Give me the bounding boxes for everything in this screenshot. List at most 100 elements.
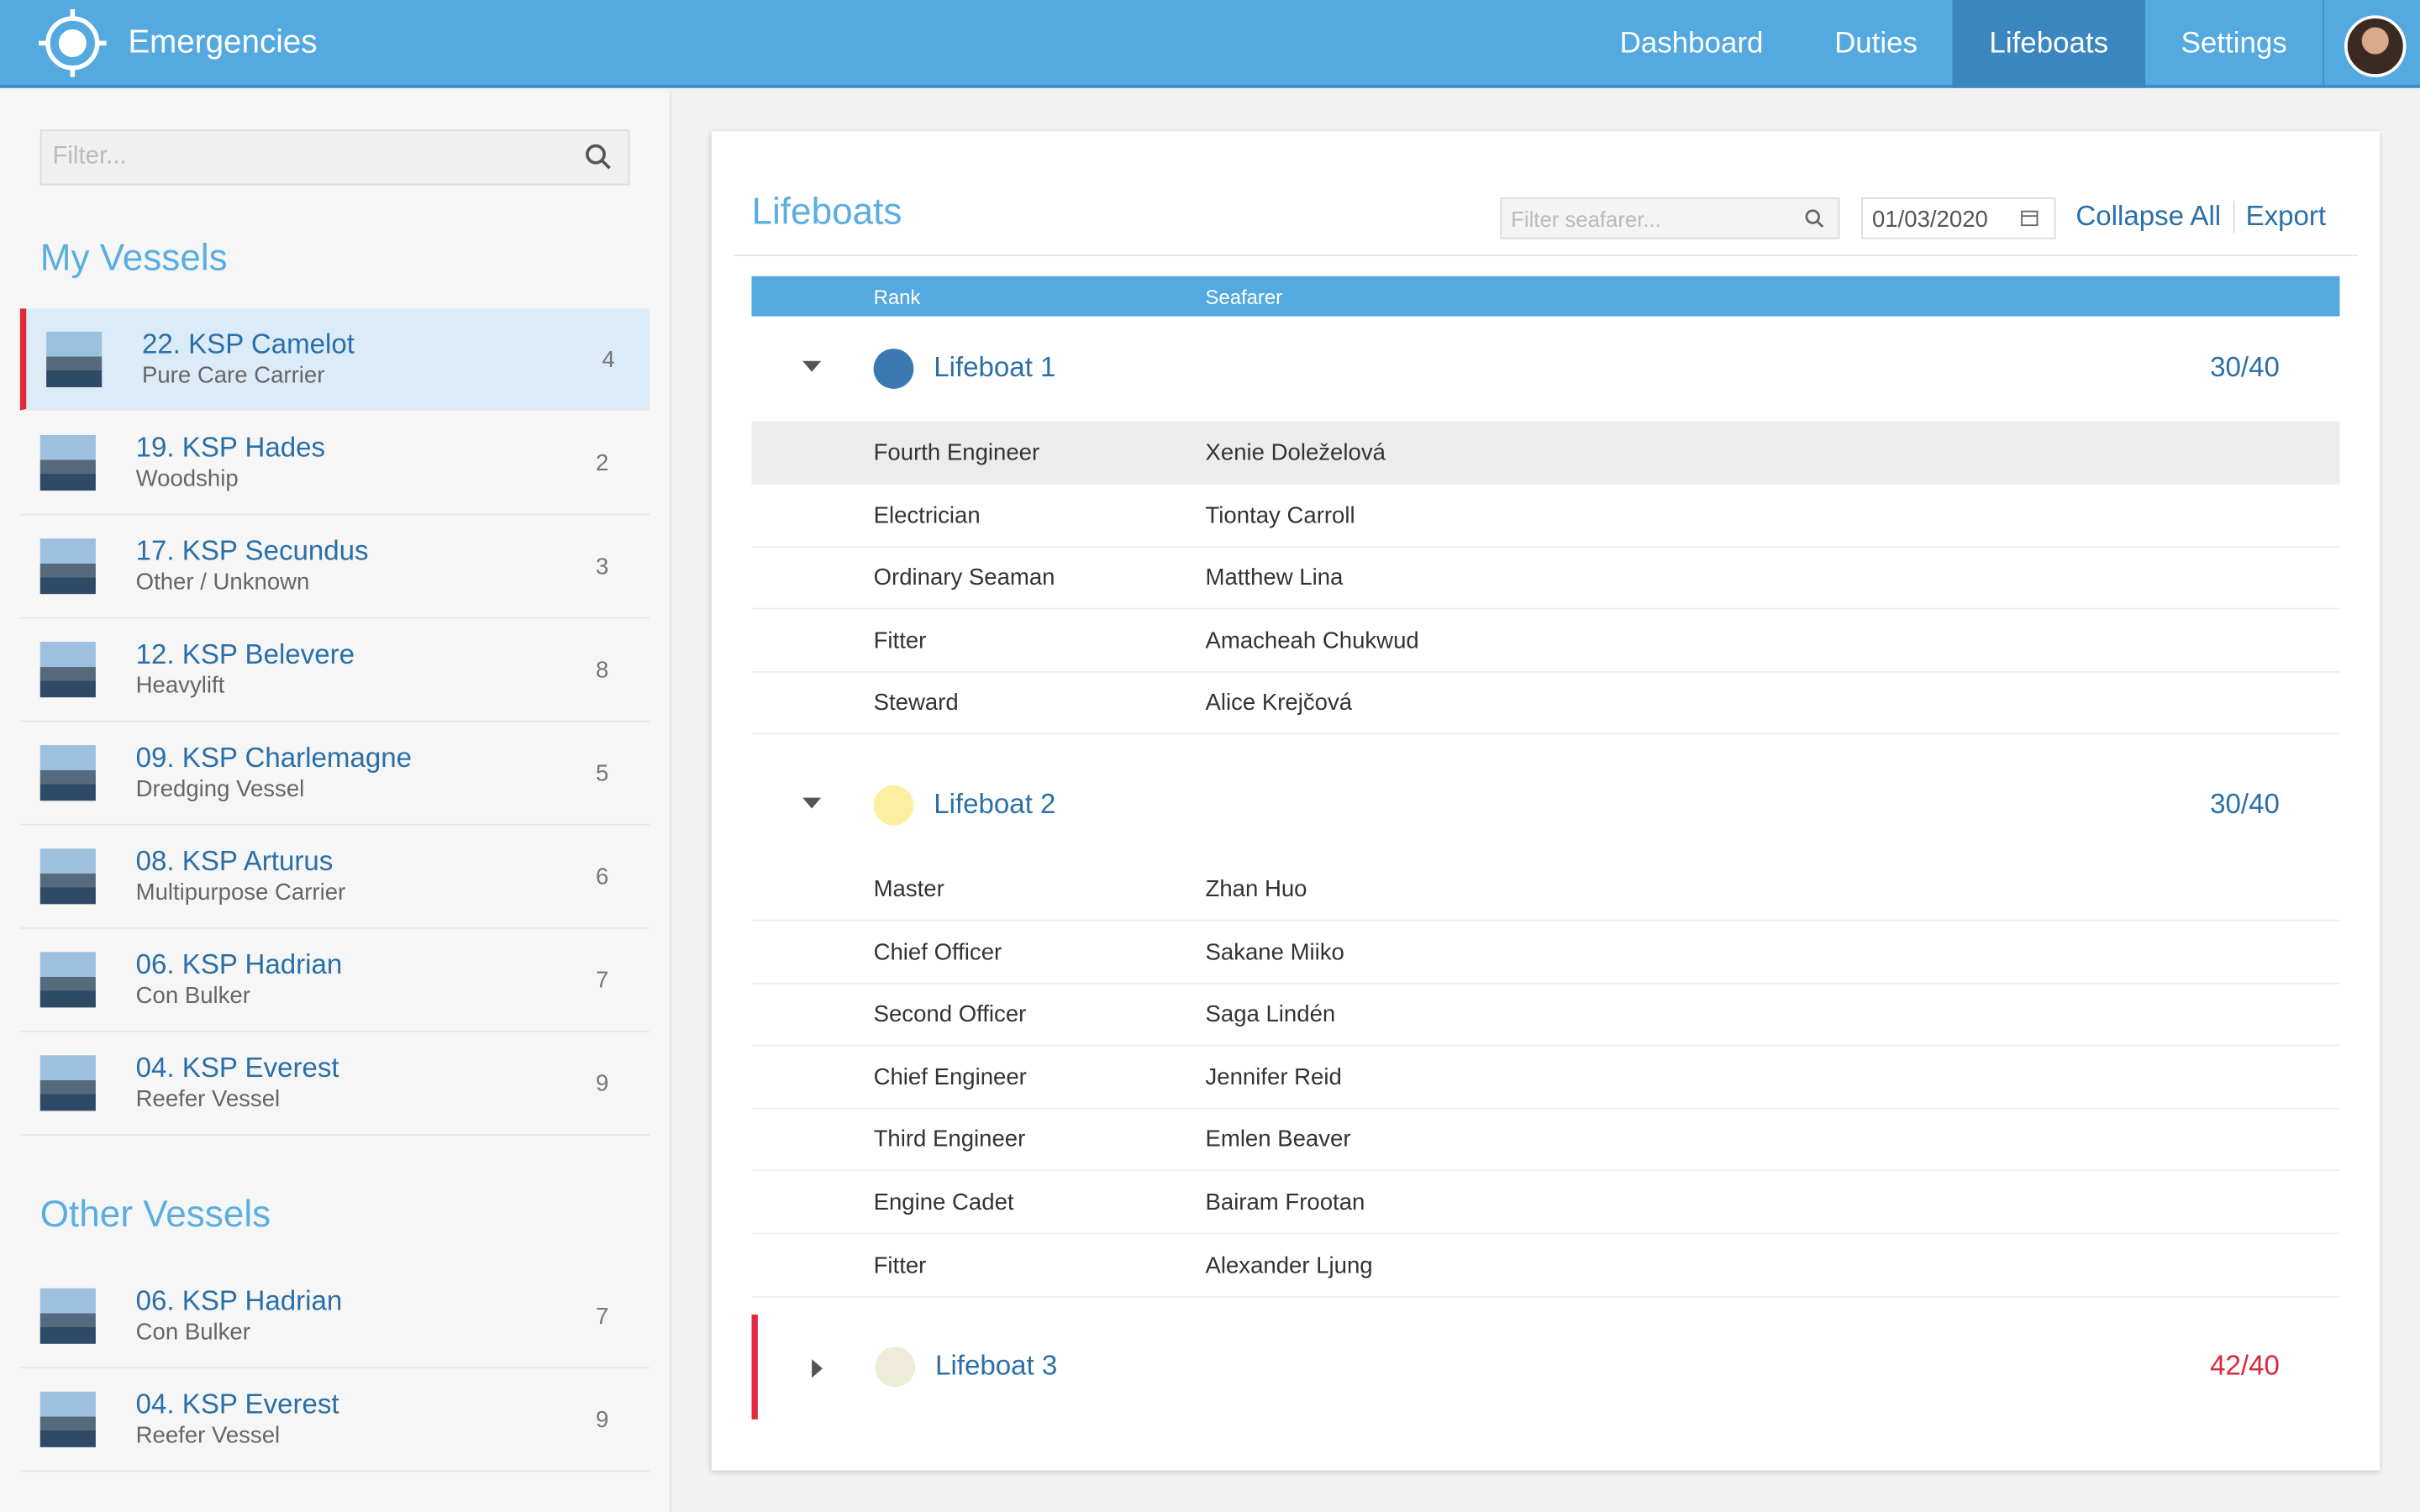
vessel-name: 08. KSP Arturus — [135, 845, 334, 877]
seafarer: Xenie Doleželová — [1205, 439, 1386, 466]
vessel-type: Dredging Vessel — [135, 775, 305, 803]
vessel-count: 7 — [595, 967, 609, 994]
lifeboat-color — [873, 785, 914, 826]
lifeboat-row[interactable]: Lifeboat 1 30/40 — [751, 317, 2339, 422]
nav-item[interactable]: Settings — [2181, 28, 2287, 60]
section-title: My Vessels — [39, 237, 228, 280]
member-row: Master Zhan Huo — [751, 858, 2340, 921]
vessel-count: 2 — [595, 450, 609, 477]
vessel-name: 12. KSP Belevere — [135, 638, 355, 670]
vessel-type: Con Bulker — [135, 983, 250, 1010]
vessel-item[interactable]: 04. KSP Everest Reefer Vessel 9 — [19, 1032, 650, 1136]
vessel-count: 8 — [595, 657, 609, 684]
seafarer: Bairam Frootan — [1205, 1189, 1365, 1216]
calendar-icon — [2021, 210, 2039, 227]
vessel-item[interactable]: 17. KSP Secundus Other / Unknown 3 — [19, 515, 650, 619]
member-row: Third Engineer Emlen Beaver — [751, 1108, 2340, 1172]
logo — [38, 9, 107, 77]
vessel-count: 4 — [602, 347, 615, 374]
vessel-item[interactable]: 09. KSP Charlemagne Dredging Vessel 5 — [19, 722, 650, 826]
vessel-count: 7 — [595, 1304, 609, 1331]
vessel-item[interactable]: 06. KSP Hadrian Con Bulker 7 — [19, 929, 650, 1032]
member-row: Second Officer Saga Lindén — [751, 983, 2340, 1047]
thumbnail — [39, 745, 96, 801]
lifeboat-row[interactable]: Lifeboat 3 42/40 — [751, 1315, 2339, 1420]
table-header: Rank Seafarer — [751, 276, 2340, 317]
seafarer-filter[interactable]: Filter seafarer... — [1500, 197, 1840, 239]
rank: Engine Cadet — [873, 1189, 1014, 1216]
thumbnail — [39, 1391, 96, 1447]
member-row: Ordinary Seaman Matthew Lina — [751, 547, 2340, 610]
thumbnail — [39, 1288, 96, 1344]
toggle-arrow[interactable] — [812, 1359, 823, 1378]
nav-item[interactable]: Lifeboats — [1952, 0, 2146, 88]
lifeboat-count: 30/40 — [2210, 351, 2280, 383]
placeholder: Filter seafarer... — [1511, 207, 1661, 232]
vessel-count: 9 — [595, 1407, 609, 1434]
app-title: Emergencies — [128, 24, 318, 60]
rank: Master — [873, 876, 944, 903]
rank: Chief Engineer — [873, 1063, 1027, 1091]
vessel-type: Reefer Vessel — [135, 1422, 281, 1449]
title: Lifeboats — [751, 191, 902, 234]
lifeboat-name: Lifeboat 3 — [935, 1350, 1058, 1382]
actions: Collapse All Export — [2075, 200, 2326, 234]
lifeboat-color — [875, 1347, 916, 1388]
vessel-count: 9 — [595, 1070, 609, 1097]
thumbnail — [39, 848, 96, 905]
nav-item[interactable]: Dashboard — [1619, 28, 1764, 60]
lifeboat-color — [873, 349, 914, 389]
search-icon — [1805, 209, 1824, 228]
rank: Chief Officer — [873, 938, 1002, 966]
vessel-name: 19. KSP Hades — [135, 432, 326, 464]
card: Lifeboats Filter seafarer... 01/03/2020 … — [711, 131, 2381, 1471]
lifeboat-row[interactable]: Lifeboat 2 30/40 — [751, 753, 2339, 858]
vessel-item[interactable]: 04. KSP Everest Reefer Vessel 9 — [19, 1368, 650, 1473]
rank: Fitter — [873, 627, 927, 654]
rank: Second Officer — [873, 1001, 1027, 1028]
rank: Third Engineer — [873, 1126, 1026, 1153]
seafarer: Alice Krejčová — [1205, 690, 1353, 717]
toggle-arrow[interactable] — [802, 360, 822, 372]
toggle-arrow[interactable] — [802, 797, 822, 809]
member-row: Fitter Amacheah Chukwud — [751, 609, 2340, 673]
lifeboat-name: Lifeboat 2 — [934, 788, 1056, 820]
seafarer: Tiontay Carroll — [1205, 502, 1355, 529]
nav-item[interactable]: Duties — [1834, 28, 1918, 60]
lifeboat-count: 30/40 — [2210, 788, 2280, 820]
lifeboat-count: 42/40 — [2210, 1350, 2280, 1382]
action-link[interactable]: Collapse All — [2075, 200, 2222, 232]
vessel-name: 04. KSP Everest — [135, 1052, 339, 1084]
vessel-type: Pure Care Carrier — [141, 362, 325, 389]
date-input[interactable]: 01/03/2020 — [1861, 197, 2056, 239]
seafarer: Zhan Huo — [1205, 876, 1307, 903]
placeholder: Filter... — [52, 143, 127, 171]
filter-input[interactable]: Filter... — [39, 129, 630, 186]
vessel-name: 04. KSP Everest — [135, 1389, 339, 1420]
vessel-count: 3 — [595, 554, 609, 580]
thumbnail — [39, 642, 96, 698]
seafarer: Emlen Beaver — [1205, 1126, 1351, 1153]
avatar[interactable] — [2344, 15, 2407, 77]
vessel-type: Multipurpose Carrier — [135, 879, 346, 906]
thumbnail — [46, 331, 103, 388]
rank: Steward — [873, 690, 959, 717]
vessel-item[interactable]: 19. KSP Hades Woodship 2 — [19, 412, 650, 516]
seafarer: Matthew Lina — [1205, 564, 1344, 591]
vessel-item[interactable]: 06. KSP Hadrian Con Bulker 7 — [19, 1265, 650, 1369]
search-icon — [586, 144, 611, 170]
member-row: Steward Alice Krejčová — [751, 672, 2340, 736]
column-header: Rank — [873, 285, 921, 309]
vessel-item[interactable]: 12. KSP Belevere Heavylift 8 — [19, 619, 650, 722]
action-link[interactable]: Export — [2233, 200, 2326, 234]
vessel-item[interactable]: 22. KSP Camelot Pure Care Carrier 4 — [19, 308, 650, 411]
vessel-type: Woodship — [135, 465, 239, 492]
seafarer: Saga Lindén — [1205, 1001, 1336, 1028]
vessel-name: 06. KSP Hadrian — [135, 1285, 343, 1316]
member-row: Fitter Alexander Ljung — [751, 1234, 2340, 1297]
vessel-item[interactable]: 08. KSP Arturus Multipurpose Carrier 6 — [19, 826, 650, 929]
seafarer: Sakane Miiko — [1205, 938, 1344, 966]
vessel-name: 06. KSP Hadrian — [135, 948, 343, 980]
